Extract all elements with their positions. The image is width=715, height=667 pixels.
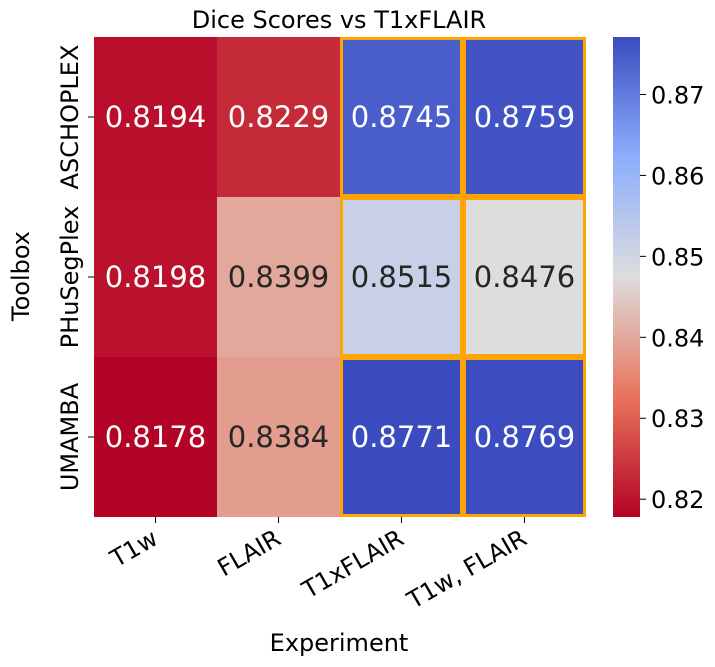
x-tick-label: T1w, FLAIR: [402, 524, 532, 615]
y-axis-ticks: ASCHOPLEX PHuSegPlex UMAMBA: [56, 45, 94, 491]
y-tick-label: PHuSegPlex: [56, 206, 84, 349]
colorbar-tick-label: 0.87: [651, 81, 704, 109]
cell-value-label: 0.8399: [228, 260, 329, 294]
cell-value-label: 0.8745: [351, 100, 452, 134]
heatmap-cell: [463, 357, 586, 517]
heatmap-cells: [94, 37, 586, 517]
heatmap-cell: [340, 357, 463, 517]
y-tick-label: ASCHOPLEX: [56, 45, 84, 190]
colorbar: 0.82 0.83 0.84 0.85 0.86 0.87: [613, 37, 704, 517]
heatmap-cell: [340, 197, 463, 357]
y-axis-label: Toolbox: [7, 231, 35, 322]
highlight-box: [463, 37, 586, 197]
chart-title: Dice Scores vs T1xFLAIR: [192, 6, 486, 34]
highlight-box: [463, 197, 586, 357]
highlight-box: [340, 37, 463, 197]
colorbar-tick-label: 0.84: [651, 324, 704, 352]
heatmap-cell: [463, 197, 586, 357]
heatmap-cell: [217, 357, 340, 517]
highlight-box: [463, 357, 586, 517]
cell-value-label: 0.8515: [351, 260, 452, 294]
colorbar-tick-label: 0.82: [651, 486, 704, 514]
colorbar-gradient: [613, 37, 640, 517]
highlight-box: [340, 197, 463, 357]
heatmap-cell: [94, 357, 217, 517]
colorbar-tick-label: 0.86: [651, 162, 704, 190]
highlight-boxes: [340, 37, 586, 517]
colorbar-tick-label: 0.83: [651, 405, 704, 433]
x-tick-label: FLAIR: [213, 524, 286, 582]
heatmap-cell: [463, 37, 586, 197]
cell-value-label: 0.8771: [351, 420, 452, 454]
heatmap-cell: [217, 37, 340, 197]
x-axis-label: Experiment: [270, 629, 409, 657]
cell-value-label: 0.8384: [228, 420, 329, 454]
x-tick-label: T1w: [105, 524, 163, 574]
cell-value-label: 0.8229: [228, 100, 329, 134]
cell-value-label: 0.8198: [105, 260, 206, 294]
cell-value-label: 0.8178: [105, 420, 206, 454]
y-tick-label: UMAMBA: [56, 382, 84, 491]
heatmap-cell: [340, 37, 463, 197]
heatmap-cell: [217, 197, 340, 357]
x-tick-label: T1xFLAIR: [297, 524, 409, 605]
cell-value-label: 0.8194: [105, 100, 206, 134]
heatmap-cell-labels: 0.8194 0.8229 0.8745 0.8759 0.8198 0.8399 0.85…: [105, 100, 575, 454]
heatmap-cell: [94, 197, 217, 357]
cell-value-label: 0.8476: [474, 260, 575, 294]
colorbar-tick-label: 0.85: [651, 243, 704, 271]
highlight-box: [340, 357, 463, 517]
cell-value-label: 0.8759: [474, 100, 575, 134]
heatmap-cell: [94, 37, 217, 197]
cell-value-label: 0.8769: [474, 420, 575, 454]
